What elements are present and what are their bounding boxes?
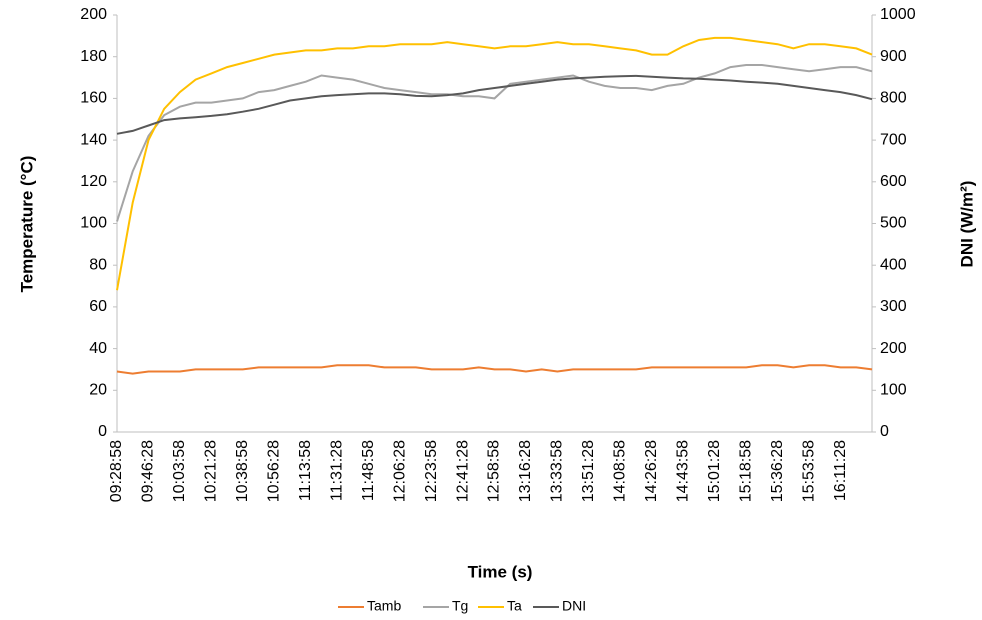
x-tick-label: 11:13:58 — [297, 440, 314, 501]
y2-tick-label: 600 — [880, 173, 907, 190]
y2-tick-label: 700 — [880, 131, 907, 148]
y-tick-label: 60 — [89, 298, 107, 315]
x-tick-label: 14:43:58 — [674, 440, 691, 502]
x-tick-label: 12:58:58 — [486, 440, 503, 502]
y-tick-label: 200 — [80, 6, 107, 23]
y-tick-label: 0 — [98, 423, 107, 440]
x-tick-label: 14:08:58 — [612, 440, 629, 502]
x-tick-label: 11:48:58 — [360, 440, 377, 501]
x-tick-label: 10:21:28 — [203, 440, 220, 502]
y-tick-label: 120 — [80, 173, 107, 190]
series-line — [116, 74, 873, 135]
y2-tick-label: 0 — [880, 423, 889, 440]
series-line — [116, 64, 873, 222]
series-line — [116, 364, 873, 375]
x-tick-label: 16:11:28 — [832, 440, 849, 501]
y2-tick-label: 1000 — [880, 6, 916, 23]
x-tick-label: 10:38:58 — [234, 440, 251, 502]
x-axis-title: Time (s) — [468, 562, 533, 581]
legend-label: Ta — [507, 598, 522, 614]
x-tick-label: 13:16:28 — [517, 440, 534, 502]
legend-label: Tamb — [367, 598, 401, 614]
y-axis-title: Temperature (°C) — [17, 156, 36, 293]
x-tick-label: 14:26:28 — [643, 440, 660, 502]
x-tick-label: 11:31:28 — [328, 440, 345, 501]
x-tick-label: 13:51:28 — [580, 440, 597, 502]
x-tick-label: 09:28:58 — [108, 440, 125, 502]
y2-tick-label: 200 — [880, 340, 907, 357]
y2-tick-label: 800 — [880, 90, 907, 107]
y2-tick-label: 100 — [880, 382, 907, 399]
x-tick-label: 12:06:28 — [391, 440, 408, 502]
y2-axis-title: DNI (W/m²) — [957, 181, 976, 268]
legend-label: DNI — [562, 598, 586, 614]
y2-tick-label: 500 — [880, 215, 907, 232]
x-tick-label: 15:01:28 — [706, 440, 723, 502]
x-tick-label: 12:41:28 — [454, 440, 471, 502]
x-tick-label: 13:33:58 — [549, 440, 566, 502]
y-tick-label: 180 — [80, 48, 107, 65]
x-tick-label: 15:53:58 — [800, 440, 817, 502]
x-tick-label: 15:18:58 — [737, 440, 754, 502]
x-tick-label: 15:36:28 — [769, 440, 786, 502]
x-tick-label: 10:03:58 — [171, 440, 188, 502]
y-tick-label: 40 — [89, 340, 107, 357]
x-tick-label: 12:23:58 — [423, 440, 440, 502]
legend-label: Tg — [452, 598, 468, 614]
x-tick-label: 10:56:28 — [266, 440, 283, 502]
series-line — [116, 36, 873, 291]
x-tick-label: 09:46:28 — [140, 440, 157, 502]
y2-tick-label: 300 — [880, 298, 907, 315]
y-tick-label: 80 — [89, 256, 107, 273]
y-tick-label: 20 — [89, 382, 107, 399]
y2-tick-label: 900 — [880, 48, 907, 65]
y-tick-label: 100 — [80, 215, 107, 232]
y-tick-label: 160 — [80, 90, 107, 107]
y2-tick-label: 400 — [880, 256, 907, 273]
y-tick-label: 140 — [80, 131, 107, 148]
